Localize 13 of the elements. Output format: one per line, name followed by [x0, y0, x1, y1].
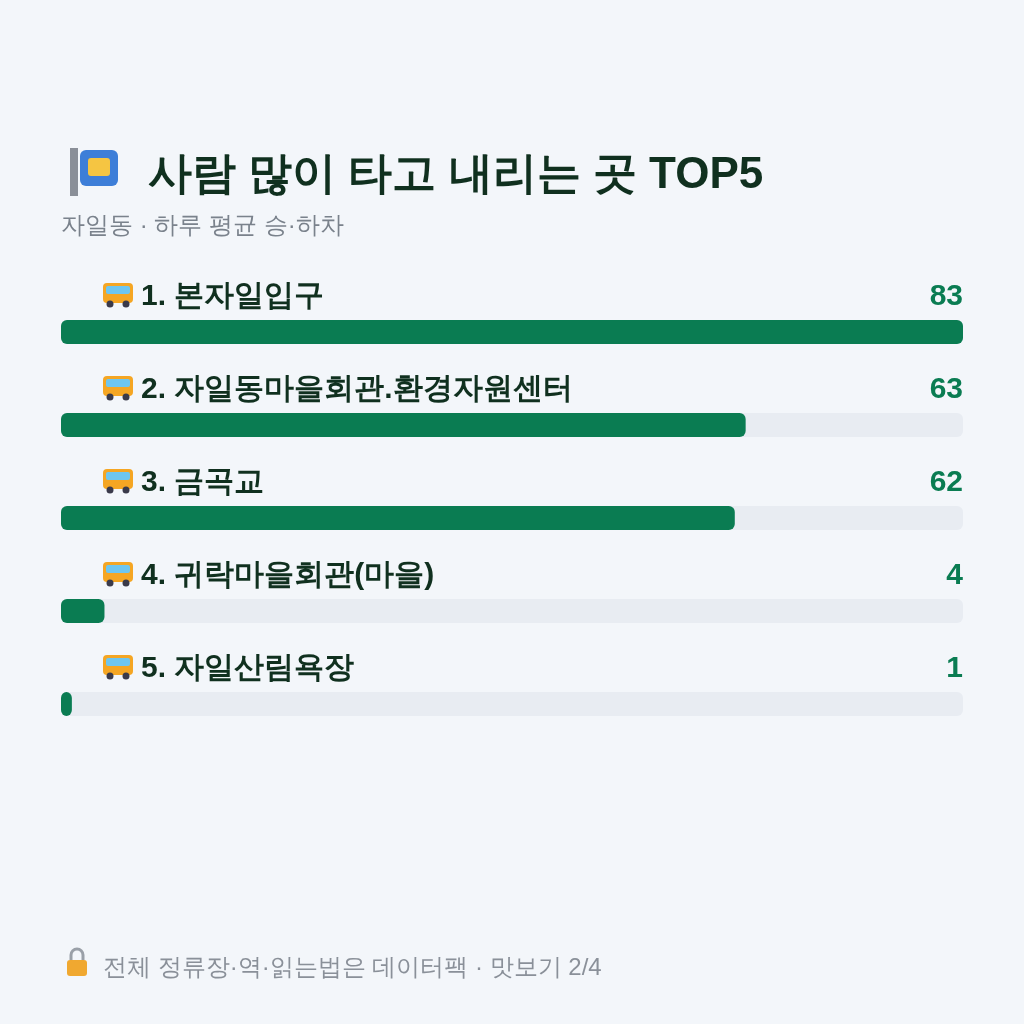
- data-label: 1: [946, 650, 963, 683]
- chart-title: 사람 많이 타고 내리는 곳 TOP5: [148, 148, 764, 197]
- text: 전체 정류장·역·읽는법은 데이터팩 · 맛보기 2/4: [103, 953, 602, 980]
- y-tick-label: 2. 자일동마을회관.환경자원센터: [141, 371, 573, 404]
- data-label: 4: [946, 557, 964, 590]
- chart-subtitle: 자일동 · 하루 평균 승·하차: [61, 211, 344, 238]
- y-tick-label: 1. 본자일입구: [141, 278, 325, 311]
- data-label: 63: [929, 371, 963, 404]
- data-label: 62: [929, 464, 963, 497]
- y-tick-label: 4. 귀락마을회관(마을): [141, 557, 435, 590]
- data-label: 83: [929, 278, 963, 311]
- y-tick-label: 5. 자일산림욕장: [141, 650, 355, 683]
- y-tick-label: 3. 금곡교: [141, 464, 265, 497]
